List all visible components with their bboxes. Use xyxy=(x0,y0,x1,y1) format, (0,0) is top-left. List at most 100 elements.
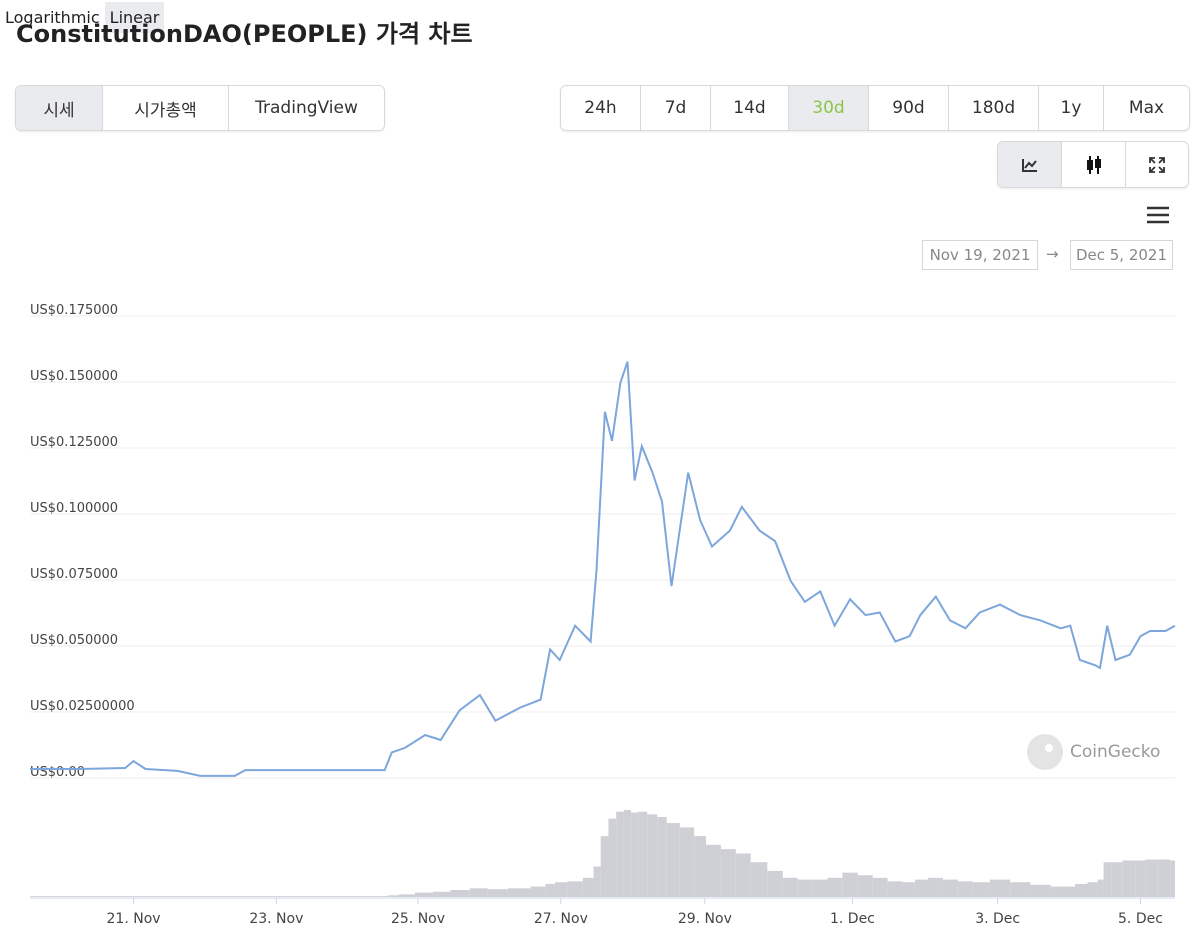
volume-bar xyxy=(469,888,488,897)
range-button[interactable]: 1y xyxy=(1039,86,1104,130)
scale-option[interactable]: Linear xyxy=(104,1,165,33)
volume-bar xyxy=(388,895,399,897)
volume-bar xyxy=(1050,886,1066,897)
y-tick-label: US$0.100000 xyxy=(30,501,118,516)
y-tick-label: US$0.075000 xyxy=(30,567,118,582)
volume-bar xyxy=(30,896,55,897)
candle-icon xyxy=(1086,155,1101,174)
range-button[interactable]: 14d xyxy=(711,86,789,130)
y-tick-label: US$0.02500000 xyxy=(30,699,135,714)
y-tick-label: US$0.00 xyxy=(30,765,85,780)
range-button[interactable]: Max xyxy=(1128,98,1165,118)
range-button[interactable]: 180d xyxy=(949,86,1039,130)
date-arrow: → xyxy=(1046,245,1059,263)
range-button[interactable]: 90d xyxy=(869,86,949,130)
volume-bar xyxy=(928,877,943,897)
candle-mode-button[interactable] xyxy=(1062,142,1126,187)
volume-bar xyxy=(972,882,990,897)
volume-bar xyxy=(957,881,973,897)
volume-bar xyxy=(217,896,241,897)
volume-bar xyxy=(750,862,768,897)
volume-bar xyxy=(450,890,470,897)
watermark-logo xyxy=(1027,734,1063,770)
volume-bar xyxy=(694,836,707,897)
volume-bar xyxy=(545,883,555,897)
range-button[interactable]: 30d xyxy=(789,86,869,130)
volume-bar xyxy=(782,877,798,897)
x-tick-label: 5. Dec xyxy=(1118,911,1163,927)
volume-bar xyxy=(679,827,695,897)
price-line xyxy=(30,361,1176,777)
x-tick-label: 1. Dec xyxy=(830,911,875,927)
volume-bar xyxy=(1075,883,1088,897)
view-tab[interactable]: 시세 xyxy=(16,86,103,130)
volume-bar xyxy=(657,816,667,897)
volume-bar xyxy=(1030,884,1051,897)
volume-bar xyxy=(616,811,624,897)
volume-bar xyxy=(593,866,601,897)
volume-bar xyxy=(638,811,648,897)
volume-bar xyxy=(1111,862,1123,897)
menu-icon[interactable] xyxy=(1146,205,1170,225)
fullscreen-button[interactable] xyxy=(1126,142,1188,187)
volume-bar xyxy=(812,879,828,897)
volume-bar xyxy=(942,879,958,897)
date-to[interactable]: Dec 5, 2021 xyxy=(1070,240,1173,270)
volume-bar xyxy=(1103,862,1112,897)
volume-bar xyxy=(161,896,189,897)
volume-bar xyxy=(554,882,568,897)
volume-bar xyxy=(1135,860,1146,897)
watermark: CoinGecko xyxy=(1070,742,1160,762)
view-tab[interactable]: 시가총액 xyxy=(103,86,229,130)
volume-bar xyxy=(102,896,130,897)
x-tick-label: 3. Dec xyxy=(975,911,1020,927)
volume-bar xyxy=(432,891,451,897)
volume-bar xyxy=(623,810,632,897)
volume-bar xyxy=(1145,859,1158,897)
page-title: ConstitutionDAO(PEOPLE) 가격 차트 xyxy=(16,20,473,48)
x-tick-label: 25. Nov xyxy=(391,911,445,927)
volume-bar xyxy=(797,879,813,897)
x-tick-label: 27. Nov xyxy=(534,911,588,927)
x-tick-label: 21. Nov xyxy=(107,911,161,927)
y-tick-label: US$0.050000 xyxy=(30,633,118,648)
line-mode-button[interactable] xyxy=(998,142,1062,187)
range-button[interactable]: 24h xyxy=(561,86,641,130)
volume-bar xyxy=(1010,882,1031,897)
y-tick-label: US$0.125000 xyxy=(30,435,118,450)
line-icon xyxy=(1021,158,1037,172)
volume-bar xyxy=(706,844,721,897)
view-tabs: 시세 시가총액 TradingView xyxy=(15,85,385,131)
expand-icon xyxy=(1149,156,1165,173)
volume-bar xyxy=(842,872,858,897)
volume-bar xyxy=(398,894,416,897)
volume-bar xyxy=(507,888,531,897)
volume-bar xyxy=(1087,882,1098,897)
volume-bar xyxy=(608,818,617,897)
volume-bar xyxy=(735,853,751,897)
view-tab[interactable]: TradingView xyxy=(255,98,358,118)
x-tick-label: 23. Nov xyxy=(249,911,303,927)
volume-bar xyxy=(582,877,594,897)
volume-bar xyxy=(415,892,433,897)
volume-bar xyxy=(1065,886,1076,897)
volume-bar xyxy=(631,812,639,897)
volume-bar xyxy=(666,823,680,897)
volume-bar xyxy=(139,896,162,897)
chart-mode-buttons xyxy=(997,141,1189,188)
volume-bar xyxy=(240,896,273,897)
date-from[interactable]: Nov 19, 2021 xyxy=(922,240,1038,270)
range-button[interactable]: 7d xyxy=(641,86,711,130)
volume-bar xyxy=(902,882,915,897)
y-tick-label: US$0.150000 xyxy=(30,369,118,384)
scale-option[interactable]: Logarithmic xyxy=(5,7,100,27)
scale-switch: Logarithmic Linear xyxy=(0,0,1194,34)
volume-bar xyxy=(487,889,508,897)
y-tick-label: US$0.175000 xyxy=(30,303,118,318)
volume-bar xyxy=(600,836,609,897)
volume-bar xyxy=(827,877,843,897)
volume-bar xyxy=(914,879,929,897)
volume-bar xyxy=(1157,859,1171,897)
